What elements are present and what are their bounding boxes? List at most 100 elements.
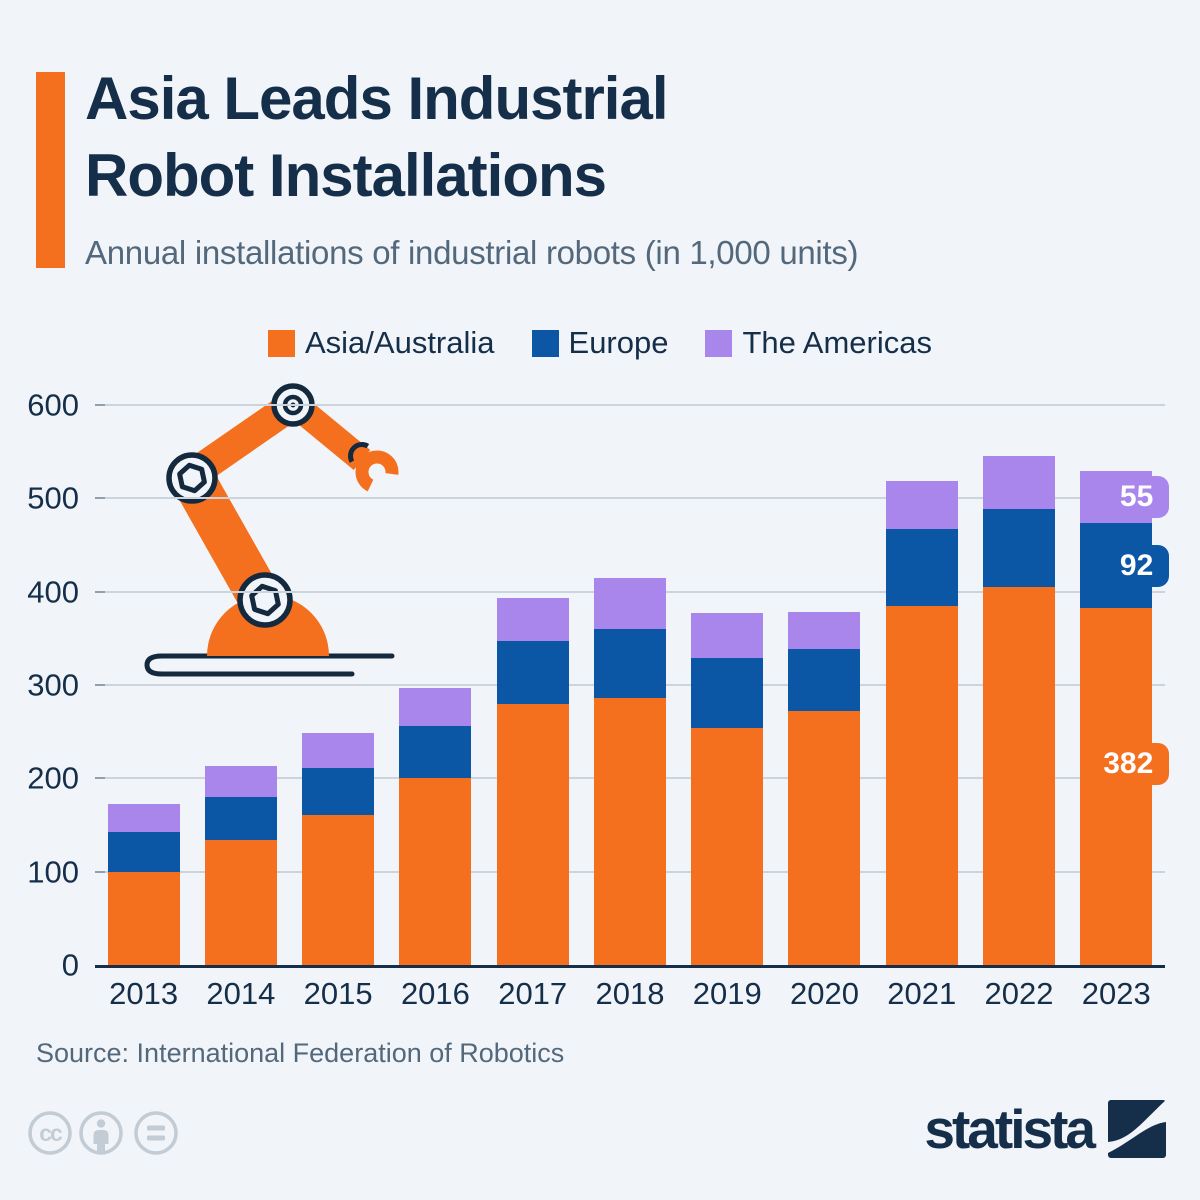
y-axis-label: 600 [27,387,79,423]
x-axis-label-2022: 2022 [984,976,1054,1011]
bar-stack-2015 [302,732,375,965]
bar-segment-europe [302,768,375,815]
bar-stack-2013 [107,803,180,965]
x-axis-label-2018: 2018 [595,976,665,1011]
x-axis-label-2016: 2016 [400,976,470,1011]
bar-segment-asia-australia [1080,608,1153,965]
page-title: Asia Leads Industrial Robot Installation… [85,60,669,214]
bar-stack-2016 [399,687,472,965]
source-note: Source: International Federation of Robo… [36,1038,565,1068]
x-axis-label-2013: 2013 [109,976,179,1011]
cc-icon: cc [28,1111,72,1155]
statista-wordmark: statista [924,1097,1096,1160]
bar-segment-the-americas [983,456,1056,509]
bar-stack-2014 [204,766,277,965]
bar-column-2013 [95,405,192,965]
gridline-tick [95,404,105,406]
title-line-2: Robot Installations [85,142,607,209]
robot-joint-elbow-icon [166,452,218,504]
bar-column-2018 [581,405,678,965]
value-tag-europe: 92 [1103,544,1170,587]
y-axis-label: 400 [27,574,79,610]
statista-logo-mark [1108,1100,1166,1158]
bar-segment-europe [593,629,666,699]
bar-segment-asia-australia [593,698,666,965]
bar-stack-2018 [593,577,666,965]
y-axis-label: 300 [27,667,79,703]
x-axis-label-2020: 2020 [790,976,859,1011]
bar-segment-the-americas [204,766,277,798]
bar-segment-the-americas [107,803,180,832]
bar-stack-2023: 382 92 55 [1080,471,1170,965]
bar-segment-europe [691,657,764,728]
bar-row: 382 92 55 [95,405,1170,965]
bar-segment-asia-australia [691,727,764,965]
chart-subtitle: Annual installations of industrial robot… [85,234,859,271]
bar-segment-asia-australia [302,814,375,965]
bar-column-2021 [873,405,970,965]
legend-label: Europe [568,325,669,360]
value-tag-asia-australia: 382 [1087,743,1170,786]
bar-segment-asia-australia [399,778,472,965]
x-axis-label-2023: 2023 [1081,976,1151,1011]
legend-item-asia-australia: Asia/Australia [267,325,495,361]
gridline-tick [95,870,105,873]
legend-label: Asia/Australia [304,325,495,360]
x-axis-label-2017: 2017 [498,976,568,1011]
chart-legend: Asia/Australia Europe The Americas [0,325,1200,361]
bar-segment-europe [885,529,958,606]
gridline-600 [95,404,1165,406]
robot-joint-base-icon [237,572,293,628]
title-line-1: Asia Leads Industrial [85,65,669,132]
bar-segment-asia-australia [204,839,277,965]
gridline-tick [95,497,105,500]
bar-column-2014 [192,405,289,965]
svg-text:cc: cc [39,1120,63,1146]
bar-segment-the-americas [302,732,375,769]
bar-segment-europe [107,831,180,872]
bar-stack-2017 [496,598,569,965]
bar-segment-asia-australia [885,605,958,965]
bar-segment-the-americas [399,687,472,727]
accent-bar [36,72,65,268]
bar-stack-2021 [885,480,958,965]
equals-icon [134,1111,178,1155]
x-axis-label-2021: 2021 [887,976,957,1011]
bar-segment-europe [399,726,472,779]
robot-ground-line [144,653,395,677]
y-axis-label: 0 [61,947,79,983]
x-axis-label-2014: 2014 [206,976,276,1011]
robot-arm-illustration [144,383,399,677]
cc-license-icons: cc [28,1111,178,1155]
bar-segment-europe [204,797,277,840]
bar-column-2019 [679,405,776,965]
legend-item-the-americas: The Americas [705,325,932,361]
value-tag-the-americas: 55 [1103,475,1170,518]
y-axis-label: 100 [27,854,79,890]
bar-segment-asia-australia [983,587,1056,965]
x-axis-label-2019: 2019 [692,976,762,1011]
legend-item-europe: Europe [531,325,669,361]
bar-segment-the-americas [593,577,666,630]
bar-column-2022 [970,405,1067,965]
x-axis-label-2015: 2015 [303,976,373,1011]
bar-segment-the-americas [788,612,861,649]
legend-swatch-asia-australia [267,329,295,357]
attribution-person-icon [79,1111,123,1155]
bar-stack-2019 [691,613,764,965]
bar-segment-europe [496,641,569,704]
bar-segment-the-americas [691,613,764,658]
bar-segment-asia-australia [107,871,180,965]
bar-column-2015 [290,405,387,965]
bar-segment-asia-australia [788,711,861,965]
gridline-tick [95,684,105,686]
bar-segment-europe [788,648,861,712]
legend-swatch-europe [531,329,559,357]
gridline-tick [95,590,105,593]
x-axis: 2013 2014 2015 2016 2017 2018 2019 2020 2021 2022… [95,976,1165,1012]
bar-column-2020 [776,405,873,965]
bar-stack-2022 [983,456,1056,965]
bar-column-2017 [484,405,581,965]
bar-segment-europe [983,508,1056,587]
bar-column-2023: 382 92 55 [1068,405,1170,965]
